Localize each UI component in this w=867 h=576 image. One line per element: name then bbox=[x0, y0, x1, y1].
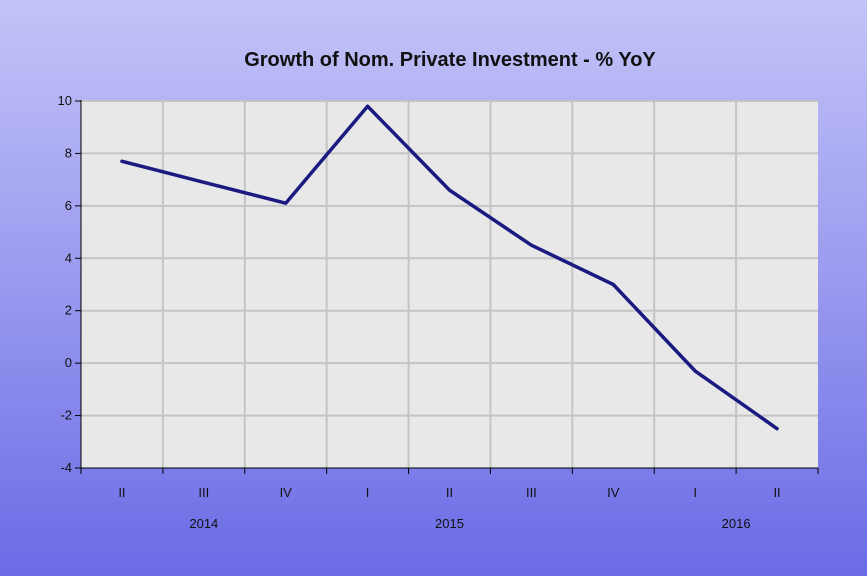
x-tick-label: I bbox=[366, 485, 370, 500]
year-label: 2016 bbox=[722, 516, 751, 531]
x-tick-label: III bbox=[526, 485, 537, 500]
x-tick-label: II bbox=[773, 485, 780, 500]
x-tick-label: III bbox=[198, 485, 209, 500]
x-tick-label: I bbox=[693, 485, 697, 500]
y-tick-label: 4 bbox=[65, 250, 72, 265]
y-axis-ticks: 10 8 6 4 2 0 -2 -4 bbox=[58, 93, 81, 475]
y-tick-label: -2 bbox=[60, 408, 72, 423]
chart-title: Growth of Nom. Private Investment - % Yo… bbox=[244, 49, 656, 71]
series-line bbox=[120, 104, 779, 431]
plot-area bbox=[81, 101, 818, 468]
x-tick-label: IV bbox=[607, 485, 620, 500]
axes bbox=[80, 100, 818, 469]
y-tick-label: 8 bbox=[65, 145, 72, 160]
y-tick-label: 10 bbox=[58, 93, 72, 108]
y-tick-label: -4 bbox=[60, 460, 72, 475]
y-tick-label: 6 bbox=[65, 198, 72, 213]
x-tick-label: IV bbox=[280, 485, 293, 500]
grid-lines bbox=[81, 100, 818, 468]
year-labels: 2014 2015 2016 bbox=[189, 516, 750, 531]
x-axis-ticks: II III IV I II III IV I II bbox=[80, 468, 819, 500]
year-label: 2014 bbox=[189, 516, 218, 531]
series-group bbox=[120, 104, 779, 431]
year-label: 2015 bbox=[435, 516, 464, 531]
x-tick-label: II bbox=[446, 485, 453, 500]
x-tick-label: II bbox=[118, 485, 125, 500]
y-tick-label: 0 bbox=[65, 355, 72, 370]
y-tick-label: 2 bbox=[65, 303, 72, 318]
